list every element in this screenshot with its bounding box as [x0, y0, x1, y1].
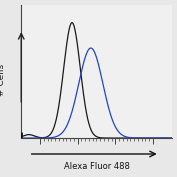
Text: Alexa Fluor 488: Alexa Fluor 488	[64, 162, 129, 171]
Text: # Cells: # Cells	[0, 64, 6, 96]
